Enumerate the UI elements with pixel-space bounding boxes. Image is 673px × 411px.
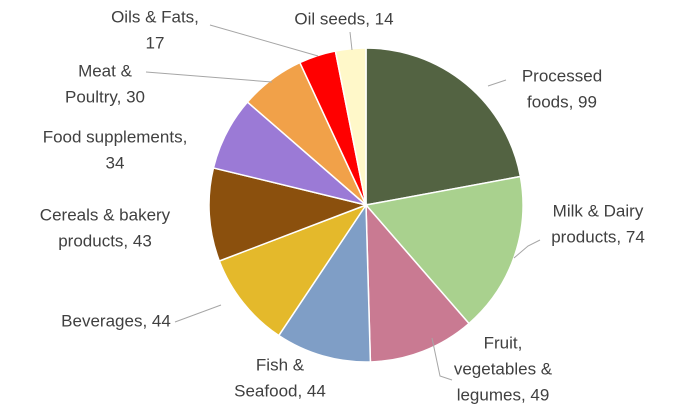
data-label: Oils & Fats, [111, 7, 199, 26]
data-label: Seafood, 44 [234, 381, 326, 400]
data-label: 17 [146, 33, 165, 52]
leader-line [174, 304, 222, 323]
leader-line [431, 337, 453, 381]
data-label: products, 74 [551, 227, 645, 246]
data-label: foods, 99 [527, 92, 597, 111]
data-label: Meat & [78, 61, 133, 80]
data-label: 34 [106, 153, 125, 172]
pie-slice [208, 167, 369, 262]
pie-slice [218, 203, 368, 337]
data-label: vegetables & [454, 359, 553, 378]
data-label: legumes, 49 [457, 385, 550, 404]
data-label: Poultry, 30 [65, 87, 145, 106]
leader-line [487, 79, 507, 87]
data-label: Fruit, [484, 333, 523, 352]
pie-slice [334, 47, 367, 206]
leader-line [145, 71, 273, 83]
pie-slice [277, 202, 372, 363]
pie-slice [364, 175, 524, 325]
data-label: products, 43 [58, 231, 152, 250]
leader-line [513, 239, 541, 259]
leader-line [209, 24, 319, 57]
data-label: Fish & [256, 355, 305, 374]
leader-line [349, 31, 353, 51]
data-label: Beverages, 44 [61, 311, 171, 330]
data-label: Cereals & bakery [40, 205, 171, 224]
pie-slice [365, 47, 522, 206]
data-label: Milk & Dairy [553, 201, 644, 220]
data-label: Food supplements, [43, 127, 188, 146]
pie-slice [365, 202, 471, 363]
data-label: Oil seeds, 14 [294, 9, 393, 28]
data-label: Processed [522, 66, 602, 85]
